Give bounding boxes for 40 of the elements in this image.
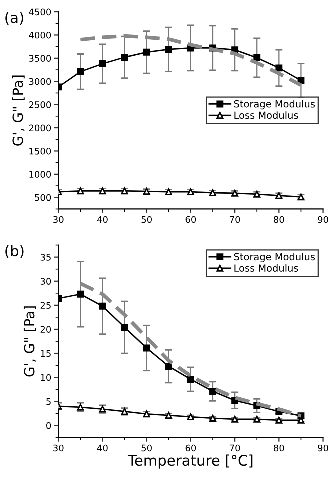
x-tick-label: 50 bbox=[142, 216, 152, 224]
y-tick-label: 30 bbox=[40, 278, 52, 285]
y-tick-label: 2000 bbox=[29, 124, 52, 132]
y-tick-label: 10 bbox=[41, 374, 52, 382]
x-tick-label: 30 bbox=[54, 216, 64, 224]
y-tick-label: 20 bbox=[40, 326, 52, 334]
x-tick-label: 60 bbox=[186, 216, 196, 224]
y-tick-label: 15 bbox=[41, 350, 51, 358]
y-tick-label: 4500 bbox=[29, 8, 52, 16]
y-tick-label: 5 bbox=[46, 398, 51, 406]
text: (b) bbox=[6, 245, 24, 258]
y-tick-label: 0 bbox=[46, 422, 52, 430]
y-tick-label: 35 bbox=[40, 254, 51, 261]
y-tick-label: 3000 bbox=[29, 78, 52, 86]
x-tick-label: 60 bbox=[186, 444, 196, 452]
legend-label: Storage Modulus bbox=[234, 253, 316, 262]
legend-label: Loss Modulus bbox=[234, 264, 298, 272]
y-tick-label: 25 bbox=[40, 302, 51, 309]
x-tick-label: 70 bbox=[230, 444, 240, 452]
x-axis-title: Temperature [°C] bbox=[128, 454, 253, 469]
x-tick-label: 80 bbox=[274, 216, 284, 224]
x-tick-label: 90 bbox=[318, 444, 328, 452]
legend-label: Loss Modulus bbox=[234, 112, 298, 120]
y-tick-label: 1000 bbox=[30, 171, 52, 178]
y-axis-title: G', G" [Pa] bbox=[24, 306, 36, 377]
y-axis-title: G', G" [Pa] bbox=[12, 76, 25, 146]
x-tick-label: 80 bbox=[274, 444, 284, 452]
x-tick-label: 90 bbox=[318, 216, 328, 224]
legend-label: Storage Modulus bbox=[234, 100, 316, 110]
x-tick-label: 40 bbox=[97, 216, 108, 224]
x-tick-label: 30 bbox=[54, 444, 64, 452]
x-tick-label: 70 bbox=[230, 216, 240, 224]
y-tick-label: 3500 bbox=[29, 55, 52, 62]
x-tick-label: 50 bbox=[142, 444, 152, 452]
y-tick-label: 1500 bbox=[30, 148, 52, 155]
y-tick-label: 4000 bbox=[29, 32, 52, 39]
text: (a) bbox=[6, 12, 24, 26]
x-tick-label: 40 bbox=[97, 444, 108, 452]
y-tick-label: 500 bbox=[35, 194, 52, 202]
y-tick-label: 2500 bbox=[29, 102, 52, 108]
